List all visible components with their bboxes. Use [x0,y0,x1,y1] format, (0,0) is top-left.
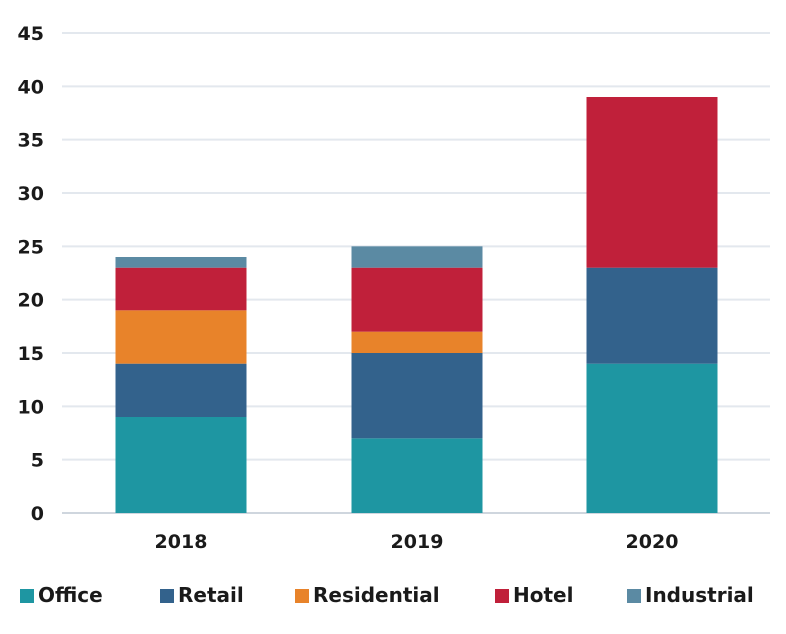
x-tick-label: 2019 [391,531,444,553]
y-tick-label: 35 [18,130,44,152]
legend-swatch [627,589,641,603]
legend-item-industrial: Industrial [627,583,754,607]
y-tick-label: 0 [31,503,44,525]
legend-swatch [495,589,509,603]
bar-segment-retail-2018 [115,363,247,417]
legend-item-hotel: Hotel [495,583,573,607]
bar-segment-residential-2019 [351,331,483,353]
y-tick-label: 15 [18,343,44,365]
y-tick-label: 25 [18,236,44,258]
legend-label: Retail [178,583,244,607]
bar-segment-hotel-2018 [115,267,247,311]
bar-segment-office-2019 [351,438,483,513]
y-tick-label: 10 [18,396,44,418]
x-axis-labels: 2018 2019 2020 [155,531,679,553]
bar-segment-retail-2019 [351,353,483,439]
legend-label: Office [38,583,103,607]
x-tick-label: 2018 [155,531,208,553]
legend-swatch [20,589,34,603]
x-tick-label: 2020 [626,531,679,553]
y-tick-label: 30 [18,183,44,205]
y-tick-label: 5 [31,450,44,472]
legend-swatch [160,589,174,603]
bars [115,97,718,513]
bar-segment-office-2020 [586,363,718,513]
bar-segment-industrial-2019 [351,246,483,268]
legend-label: Residential [313,583,440,607]
legend-item-office: Office [20,583,103,607]
y-tick-label: 20 [18,290,44,312]
legend: Office Retail Residential Hotel Industrial [20,583,754,607]
bar-segment-office-2018 [115,417,247,513]
legend-swatch [295,589,309,603]
bar-segment-retail-2020 [586,267,718,364]
bar-segment-industrial-2018 [115,257,247,268]
bar-segment-residential-2018 [115,310,247,364]
bar-segment-hotel-2020 [586,97,718,268]
y-axis-ticks: 0 5 10 15 20 25 30 35 40 45 [18,23,44,525]
legend-label: Hotel [513,583,573,607]
legend-item-residential: Residential [295,583,440,607]
y-tick-label: 40 [18,76,44,98]
y-tick-label: 45 [18,23,44,45]
legend-label: Industrial [645,583,754,607]
legend-item-retail: Retail [160,583,244,607]
bar-segment-hotel-2019 [351,267,483,332]
